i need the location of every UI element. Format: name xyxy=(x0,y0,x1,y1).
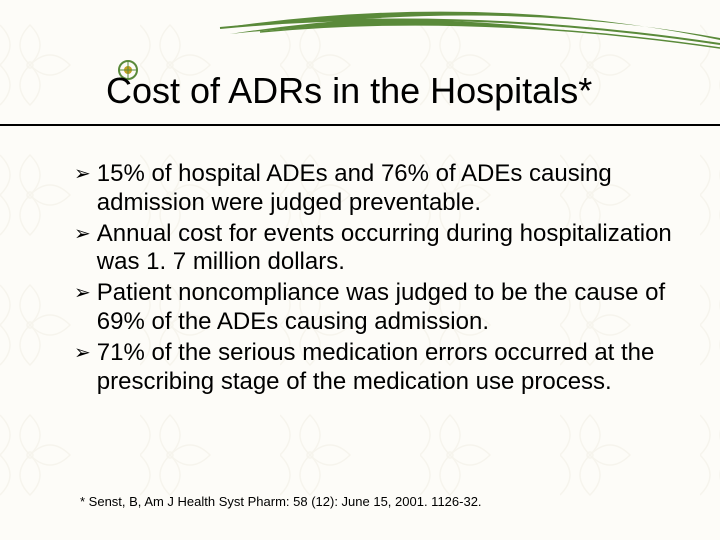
bullet-icon: ➢ xyxy=(74,220,91,278)
bullet-text: Annual cost for events occurring during … xyxy=(97,220,674,278)
title-underline xyxy=(0,124,720,126)
bullet-text: 71% of the serious medication errors occ… xyxy=(97,339,674,397)
slide-title: Cost of ADRs in the Hospitals* xyxy=(106,70,592,112)
list-item: ➢ Patient noncompliance was judged to be… xyxy=(74,279,674,337)
bullet-text: Patient noncompliance was judged to be t… xyxy=(97,279,674,337)
bullet-icon: ➢ xyxy=(74,160,91,218)
bullet-list: ➢ 15% of hospital ADEs and 76% of ADEs c… xyxy=(74,160,674,398)
list-item: ➢ 15% of hospital ADEs and 76% of ADEs c… xyxy=(74,160,674,218)
bullet-icon: ➢ xyxy=(74,279,91,337)
bullet-text: 15% of hospital ADEs and 76% of ADEs cau… xyxy=(97,160,674,218)
list-item: ➢ 71% of the serious medication errors o… xyxy=(74,339,674,397)
header-swoosh xyxy=(0,0,720,60)
bullet-icon: ➢ xyxy=(74,339,91,397)
footnote-citation: * Senst, B, Am J Health Syst Pharm: 58 (… xyxy=(80,494,482,509)
list-item: ➢ Annual cost for events occurring durin… xyxy=(74,220,674,278)
